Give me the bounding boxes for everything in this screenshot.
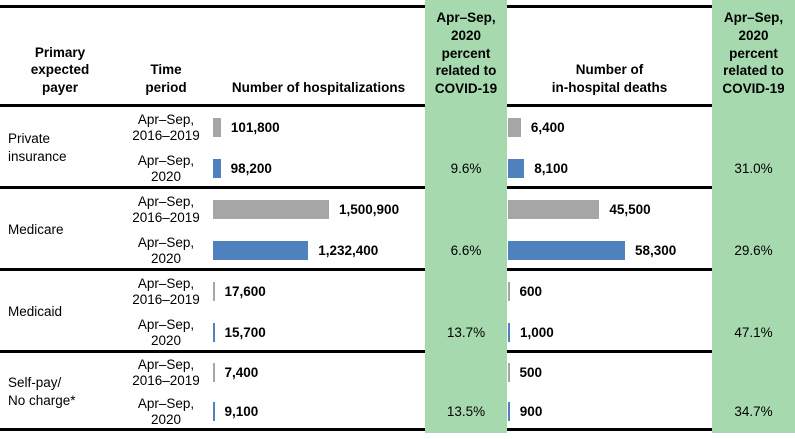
payer-label: Medicaid bbox=[8, 303, 63, 319]
deaths-value: 1,000 bbox=[520, 325, 554, 340]
deaths-bar-2020 bbox=[508, 241, 625, 260]
time-period-label: Apr–Sep, 2020 bbox=[137, 234, 195, 266]
covid-percent-hospitalizations: 13.5% bbox=[446, 404, 486, 419]
covid-percent-deaths: 29.6% bbox=[734, 243, 773, 258]
header-primary-expected-payer: Primary expected payer bbox=[30, 44, 90, 96]
table-row-self-pay-no-charge: Self-pay/ No charge* Apr–Sep, 2016–2019 … bbox=[0, 353, 795, 431]
header-row: Primary expected payer Time period Numbe… bbox=[0, 0, 795, 107]
hospitalizations-value: 9,100 bbox=[224, 404, 259, 419]
deaths-value: 600 bbox=[519, 284, 543, 299]
covid-percent-deaths: 47.1% bbox=[734, 325, 773, 340]
table-row-medicaid: Medicaid Apr–Sep, 2016–2019 Apr–Sep, 202… bbox=[0, 271, 795, 353]
covid-percent-hospitalizations: 13.7% bbox=[446, 325, 486, 340]
hospitalizations-bar-2016-2019 bbox=[213, 200, 330, 219]
covid-percent-column-background-hospitalizations bbox=[425, 0, 507, 433]
table-row-private-insurance: Private insurance Apr–Sep, 2016–2019 Apr… bbox=[0, 107, 795, 189]
table-row-medicare: Medicare Apr–Sep, 2016–2019 Apr–Sep, 202… bbox=[0, 189, 795, 271]
time-period-label: Apr–Sep, 2016–2019 bbox=[132, 111, 200, 143]
hospitalizations-bar-2020 bbox=[213, 402, 215, 421]
hospitalizations-bar-2020 bbox=[213, 323, 215, 342]
hospitalizations-bar-2016-2019 bbox=[213, 282, 215, 301]
deaths-value: 45,500 bbox=[609, 202, 651, 217]
time-period-label: Apr–Sep, 2016–2019 bbox=[132, 193, 200, 225]
hospitalizations-value: 7,400 bbox=[224, 365, 259, 380]
deaths-value: 500 bbox=[519, 365, 543, 380]
deaths-bar-2020 bbox=[508, 159, 525, 178]
deaths-bar-2020 bbox=[508, 323, 510, 342]
hospitalizations-value: 1,232,400 bbox=[318, 243, 379, 258]
payer-label: Self-pay/ No charge* bbox=[8, 374, 76, 408]
hospitalizations-bar-2020 bbox=[213, 241, 309, 260]
divider-medicaid bbox=[0, 350, 795, 353]
covid-percent-hospitalizations: 6.6% bbox=[450, 243, 482, 258]
divider-bottom bbox=[0, 428, 795, 431]
header-number-of-in-hospital-deaths: Number of in-hospital deaths bbox=[551, 62, 668, 96]
divider-medicare bbox=[0, 268, 795, 271]
time-period-label: Apr–Sep, 2020 bbox=[137, 152, 195, 184]
deaths-bar-2016-2019 bbox=[508, 363, 510, 382]
deaths-value: 8,100 bbox=[534, 161, 569, 176]
header-covid-percent-hospitalizations: Apr–Sep, 2020 percent related to COVID-1… bbox=[434, 10, 498, 97]
covid-percent-deaths: 31.0% bbox=[734, 161, 773, 176]
deaths-value: 6,400 bbox=[530, 120, 565, 135]
hospitalizations-value: 98,200 bbox=[230, 161, 272, 176]
time-period-label: Apr–Sep, 2016–2019 bbox=[132, 275, 200, 307]
covid-percent-column-background-deaths bbox=[712, 0, 795, 433]
header-covid-percent-deaths: Apr–Sep, 2020 percent related to COVID-1… bbox=[722, 10, 785, 97]
hospitalizations-value: 1,500,900 bbox=[339, 202, 400, 217]
deaths-bar-2016-2019 bbox=[508, 200, 600, 219]
divider-private bbox=[0, 186, 795, 189]
covid-percent-deaths: 34.7% bbox=[734, 404, 773, 419]
divider-top bbox=[0, 5, 795, 8]
payer-label: Private insurance bbox=[8, 130, 67, 164]
deaths-value: 900 bbox=[519, 404, 543, 419]
hospitalizations-value: 101,800 bbox=[230, 120, 280, 135]
covid-percent-hospitalizations: 9.6% bbox=[450, 161, 482, 176]
time-period-label: Apr–Sep, 2016–2019 bbox=[132, 356, 200, 388]
deaths-bar-2016-2019 bbox=[508, 282, 510, 301]
deaths-bar-2020 bbox=[508, 402, 510, 421]
hospitalizations-value: 15,700 bbox=[224, 325, 266, 340]
payer-label: Medicare bbox=[8, 221, 64, 237]
hospitalizations-bar-2020 bbox=[213, 159, 221, 178]
divider-header bbox=[0, 104, 795, 107]
deaths-bar-2016-2019 bbox=[508, 118, 521, 137]
time-period-label: Apr–Sep, 2020 bbox=[137, 395, 195, 427]
time-period-label: Apr–Sep, 2020 bbox=[137, 316, 195, 348]
header-time-period: Time period bbox=[145, 62, 187, 96]
hospitalizations-value: 17,600 bbox=[224, 284, 266, 299]
header-number-of-hospitalizations: Number of hospitalizations bbox=[231, 80, 406, 96]
hospitalizations-bar-2016-2019 bbox=[213, 118, 221, 137]
deaths-value: 58,300 bbox=[635, 243, 677, 258]
hospitalizations-bar-2016-2019 bbox=[213, 363, 215, 382]
